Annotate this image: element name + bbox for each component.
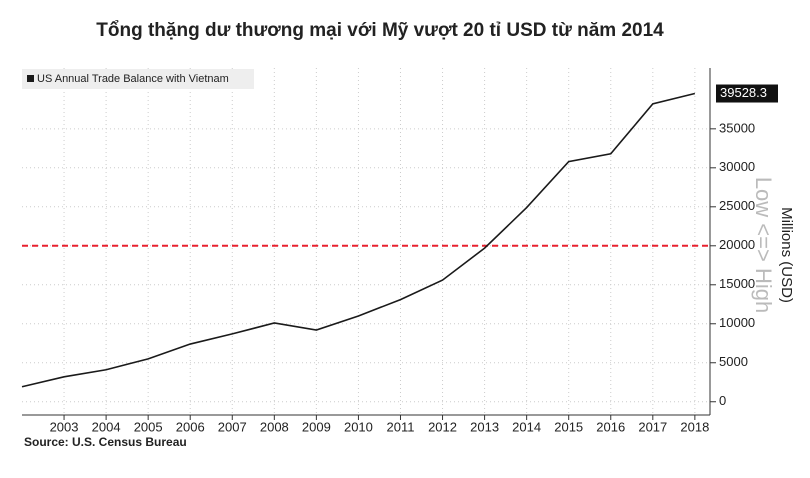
y-axis-label: Millions (USD) <box>778 207 795 303</box>
x-tick-label: 2014 <box>512 419 541 434</box>
y-tick-label: 10000 <box>719 315 755 330</box>
x-tick-label: 2015 <box>554 419 583 434</box>
legend-label: US Annual Trade Balance with Vietnam <box>37 73 229 85</box>
source: Source: U.S. Census Bureau <box>24 435 187 449</box>
x-tick-label: 2007 <box>218 419 247 434</box>
x-tick-label: 2004 <box>92 419 121 434</box>
y-tick-label: 25000 <box>719 198 755 213</box>
y-tick-label: 15000 <box>719 276 755 291</box>
y-tick-label: 5000 <box>719 354 748 369</box>
x-tick-label: 2016 <box>596 419 625 434</box>
last-value-box <box>716 84 778 103</box>
y-tick-label: 20000 <box>719 237 755 252</box>
x-tick-label: 2018 <box>680 419 709 434</box>
x-tick-label: 2006 <box>176 419 205 434</box>
x-tick-label: 2009 <box>302 419 331 434</box>
y-tick-label: 0 <box>719 393 726 408</box>
x-tick-label: 2013 <box>470 419 499 434</box>
x-tick-label: 2008 <box>260 419 289 434</box>
chart-title: Tổng thặng dư thương mại với Mỹ vượt 20 … <box>96 20 664 41</box>
annotation: Low <=> High <box>751 177 776 313</box>
y-tick-label: 35000 <box>719 120 755 135</box>
x-tick-label: 2017 <box>638 419 667 434</box>
last-value-label: 39528.3 <box>720 85 767 100</box>
y-tick-label: 30000 <box>719 159 755 174</box>
legend-box <box>22 69 254 89</box>
x-tick-label: 2005 <box>134 419 163 434</box>
x-tick-label: 2003 <box>50 419 79 434</box>
line <box>21 92 696 388</box>
x-tick-label: 2011 <box>386 419 414 434</box>
x-tick-label: 2012 <box>428 419 457 434</box>
x-tick-label: 2010 <box>344 419 373 434</box>
legend-swatch <box>27 75 34 82</box>
